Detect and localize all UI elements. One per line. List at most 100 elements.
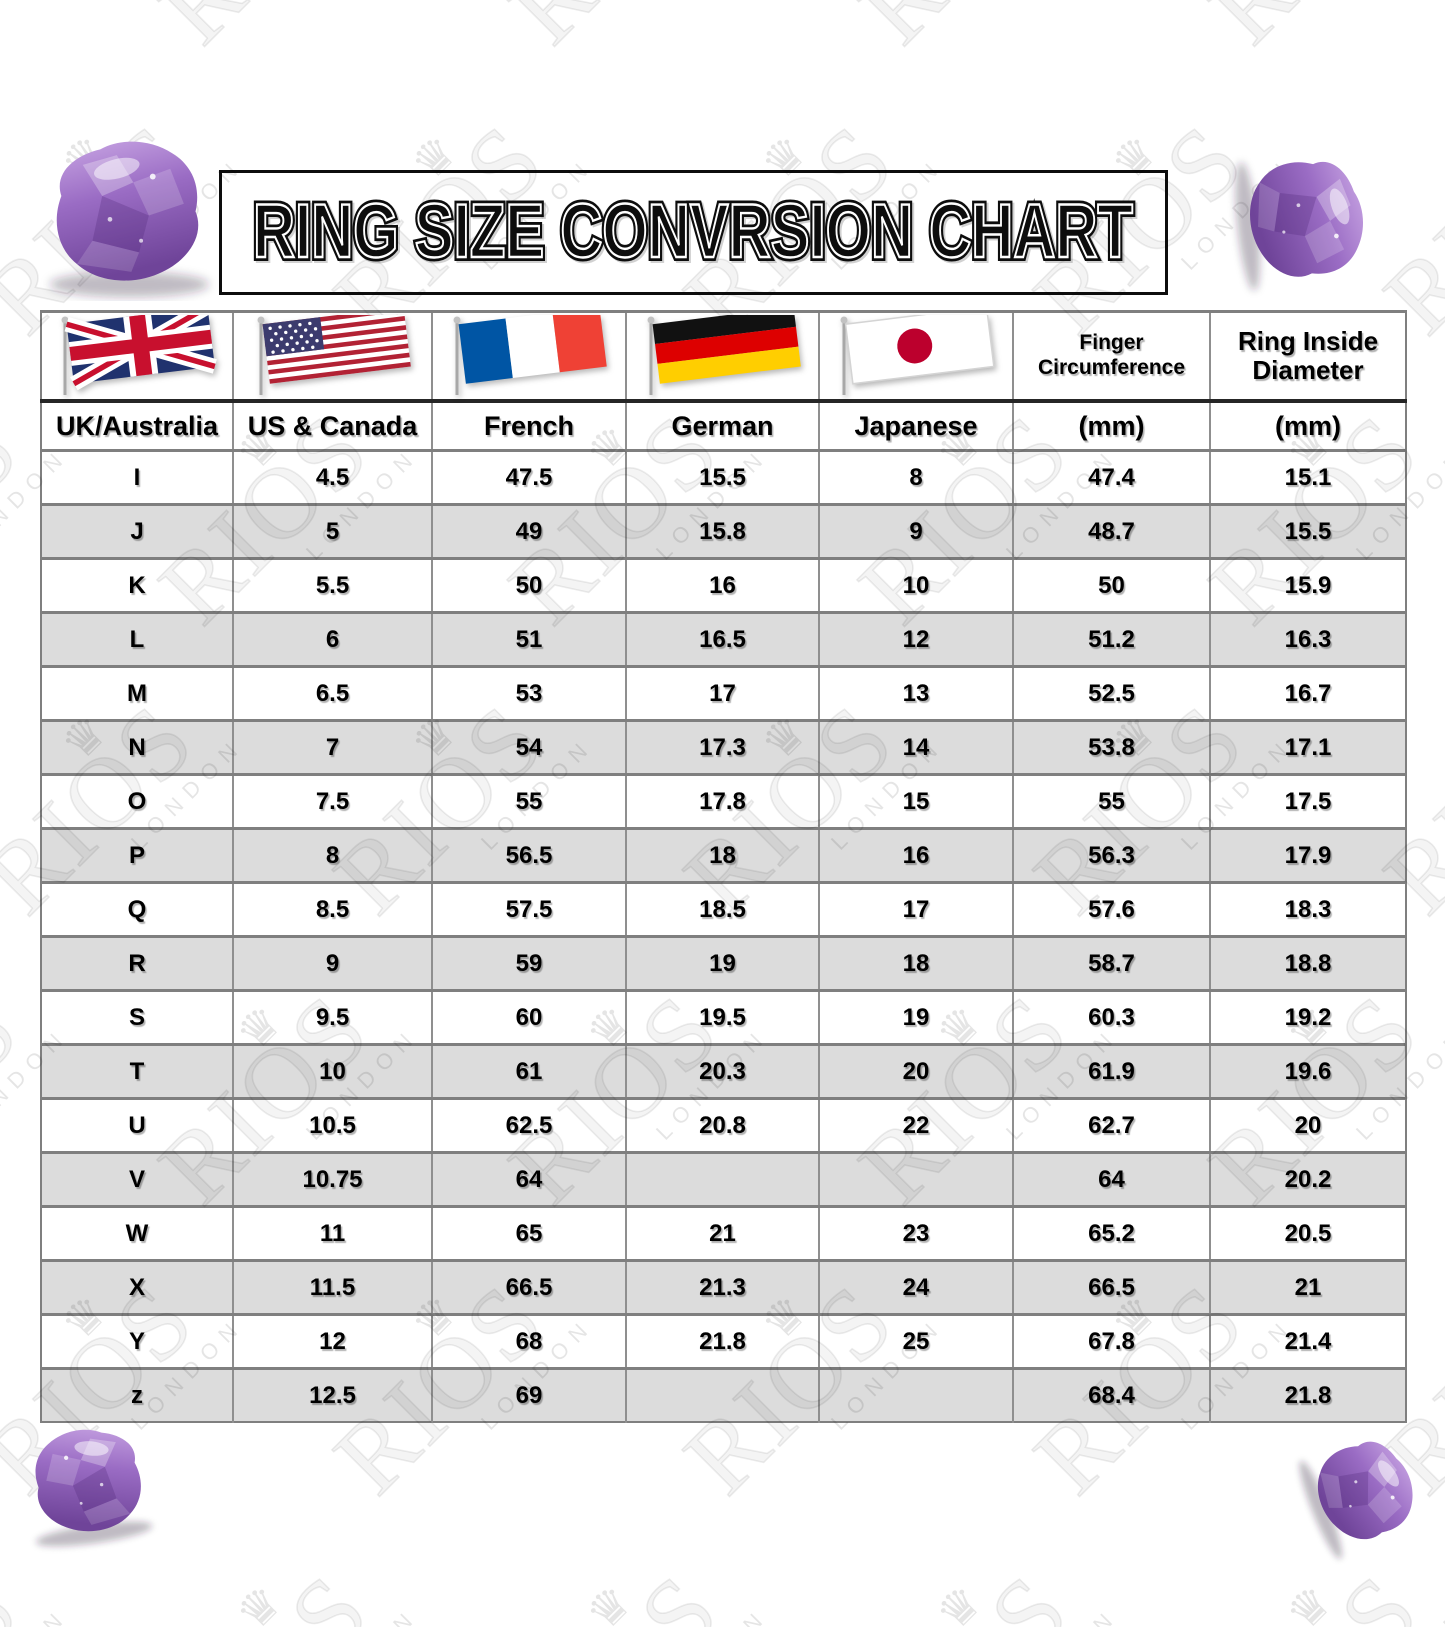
- value-cell: 48.7: [1012, 503, 1210, 559]
- amethyst-crystal-bottom-left: [4, 1398, 173, 1565]
- value-cell: [625, 1151, 819, 1207]
- cell-text: 54: [515, 733, 543, 761]
- value-cell: 11: [232, 1205, 432, 1261]
- cell-text: L: [129, 625, 145, 653]
- value-cell: 65: [431, 1205, 626, 1261]
- cell-text: 6: [325, 625, 340, 653]
- watermark-brand-text: RIOS♛: [488, 0, 777, 66]
- value-cell: 21: [625, 1205, 819, 1261]
- value-cell: 24: [818, 1259, 1013, 1315]
- cell-text: X: [128, 1273, 145, 1301]
- row-label-cell: L: [41, 611, 233, 667]
- value-cell: 5.5: [232, 557, 432, 613]
- value-cell: 7.5: [232, 773, 432, 829]
- cell-text: 50: [1098, 571, 1125, 599]
- cell-text: 18.5: [699, 895, 746, 923]
- value-cell: 68.4: [1012, 1367, 1210, 1422]
- cell-text: 60: [515, 1003, 543, 1031]
- page-title: RING SIZE CONVRSION CHART RING SIZE CONV…: [249, 185, 1137, 278]
- value-cell: 12.5: [232, 1367, 432, 1422]
- cell-text: 15.8: [699, 517, 746, 545]
- table-row: O 7.5 55 17.8 15 55 17.5: [41, 773, 1406, 829]
- finger-circumference-label: Finger Circumference: [1037, 331, 1186, 379]
- cell-text: 16.3: [1284, 625, 1332, 653]
- cell-text: 65.2: [1088, 1219, 1135, 1247]
- column-label-ring-mm: (mm): [1209, 399, 1406, 451]
- cell-text: 55: [515, 787, 543, 815]
- cell-text: 15.5: [1284, 517, 1332, 545]
- column-label-text: (mm): [1275, 410, 1341, 441]
- value-cell: 17.1: [1209, 719, 1406, 775]
- rios-london-watermark: RIOS♛LONDON: [488, 0, 868, 152]
- column-label-text: French: [483, 410, 575, 441]
- cell-text: T: [129, 1057, 145, 1085]
- cell-text: 9: [325, 949, 340, 977]
- value-cell: 20: [818, 1043, 1013, 1099]
- value-cell: 7: [232, 719, 432, 775]
- france-flag-cell: [431, 310, 626, 403]
- cell-text: 9.5: [315, 1003, 350, 1031]
- row-label-cell: Q: [41, 881, 233, 937]
- table-row: N 7 54 17.3 14 53.8 17.1: [41, 719, 1406, 775]
- row-label-cell: N: [41, 719, 233, 775]
- cell-text: 17.5: [1284, 787, 1332, 815]
- value-cell: 11.5: [232, 1259, 432, 1315]
- table-row: R 9 59 19 18 58.7 18.8: [41, 935, 1406, 991]
- rios-london-watermark: RIOS♛LONDON: [838, 0, 1218, 152]
- cell-text: 8: [325, 841, 340, 869]
- row-label-cell: W: [41, 1205, 233, 1261]
- cell-text: 11.5: [309, 1273, 356, 1301]
- value-cell: 67.8: [1012, 1313, 1210, 1369]
- row-label-cell: O: [41, 773, 233, 829]
- cell-text: 20: [902, 1057, 930, 1085]
- cell-text: 16.7: [1284, 679, 1332, 707]
- watermark-sub-text: LONDON: [651, 1585, 791, 1627]
- value-cell: 10: [818, 557, 1013, 613]
- table-row: W 11 65 21 23 65.2 20.5: [41, 1205, 1406, 1261]
- cell-text: 12: [902, 625, 930, 653]
- value-cell: 60.3: [1012, 989, 1210, 1045]
- cell-text: 8: [909, 463, 923, 491]
- value-cell: 18: [625, 827, 819, 883]
- value-cell: 16.5: [625, 611, 819, 667]
- cell-text: 20.3: [699, 1057, 746, 1085]
- cell-text: I: [133, 463, 141, 491]
- column-label-text: (mm): [1078, 410, 1145, 441]
- value-cell: 16.3: [1209, 611, 1406, 667]
- cell-text: 51: [515, 625, 543, 653]
- row-label-cell: P: [41, 827, 233, 883]
- value-cell: 10: [232, 1043, 432, 1099]
- value-cell: 17.9: [1209, 827, 1406, 883]
- table-row: U 10.5 62.5 20.8 22 62.7 20: [41, 1097, 1406, 1153]
- watermark-sub-text: LONDON: [301, 1585, 441, 1627]
- crown-icon: ♛: [926, 1573, 995, 1627]
- cell-text: 51.2: [1088, 625, 1135, 653]
- cell-text: 67.8: [1088, 1327, 1135, 1355]
- japan-flag-icon: [820, 315, 1012, 397]
- ring-inside-diameter-header: Ring Inside Diameter: [1209, 310, 1406, 403]
- value-cell: 18.8: [1209, 935, 1406, 991]
- value-cell: 57.6: [1012, 881, 1210, 937]
- cell-text: 18: [709, 841, 736, 869]
- value-cell: [818, 1151, 1013, 1207]
- value-cell: 59: [431, 935, 626, 991]
- value-cell: 64: [431, 1151, 626, 1207]
- value-cell: 20.5: [1209, 1205, 1406, 1261]
- value-cell: 19.2: [1209, 989, 1406, 1045]
- cell-text: 60.3: [1088, 1003, 1135, 1031]
- cell-text: 10.5: [309, 1111, 356, 1139]
- cell-text: 50: [515, 571, 543, 599]
- value-cell: 19.6: [1209, 1043, 1406, 1099]
- value-cell: 17: [818, 881, 1013, 937]
- cell-text: 19.2: [1284, 1003, 1332, 1031]
- table-row: K 5.5 50 16 10 50 15.9: [41, 557, 1406, 613]
- column-label-row: UK/Australia US & Canada French German J…: [41, 399, 1406, 451]
- cell-text: 48.7: [1088, 517, 1135, 545]
- watermark-brand-text: RIOS♛: [488, 1518, 777, 1627]
- cell-text: 58.7: [1088, 949, 1135, 977]
- cell-text: 53.8: [1088, 733, 1135, 761]
- cell-text: 11: [319, 1219, 346, 1247]
- value-cell: 18.5: [625, 881, 819, 937]
- cell-text: 64: [515, 1165, 543, 1193]
- cell-text: 56.5: [505, 841, 553, 869]
